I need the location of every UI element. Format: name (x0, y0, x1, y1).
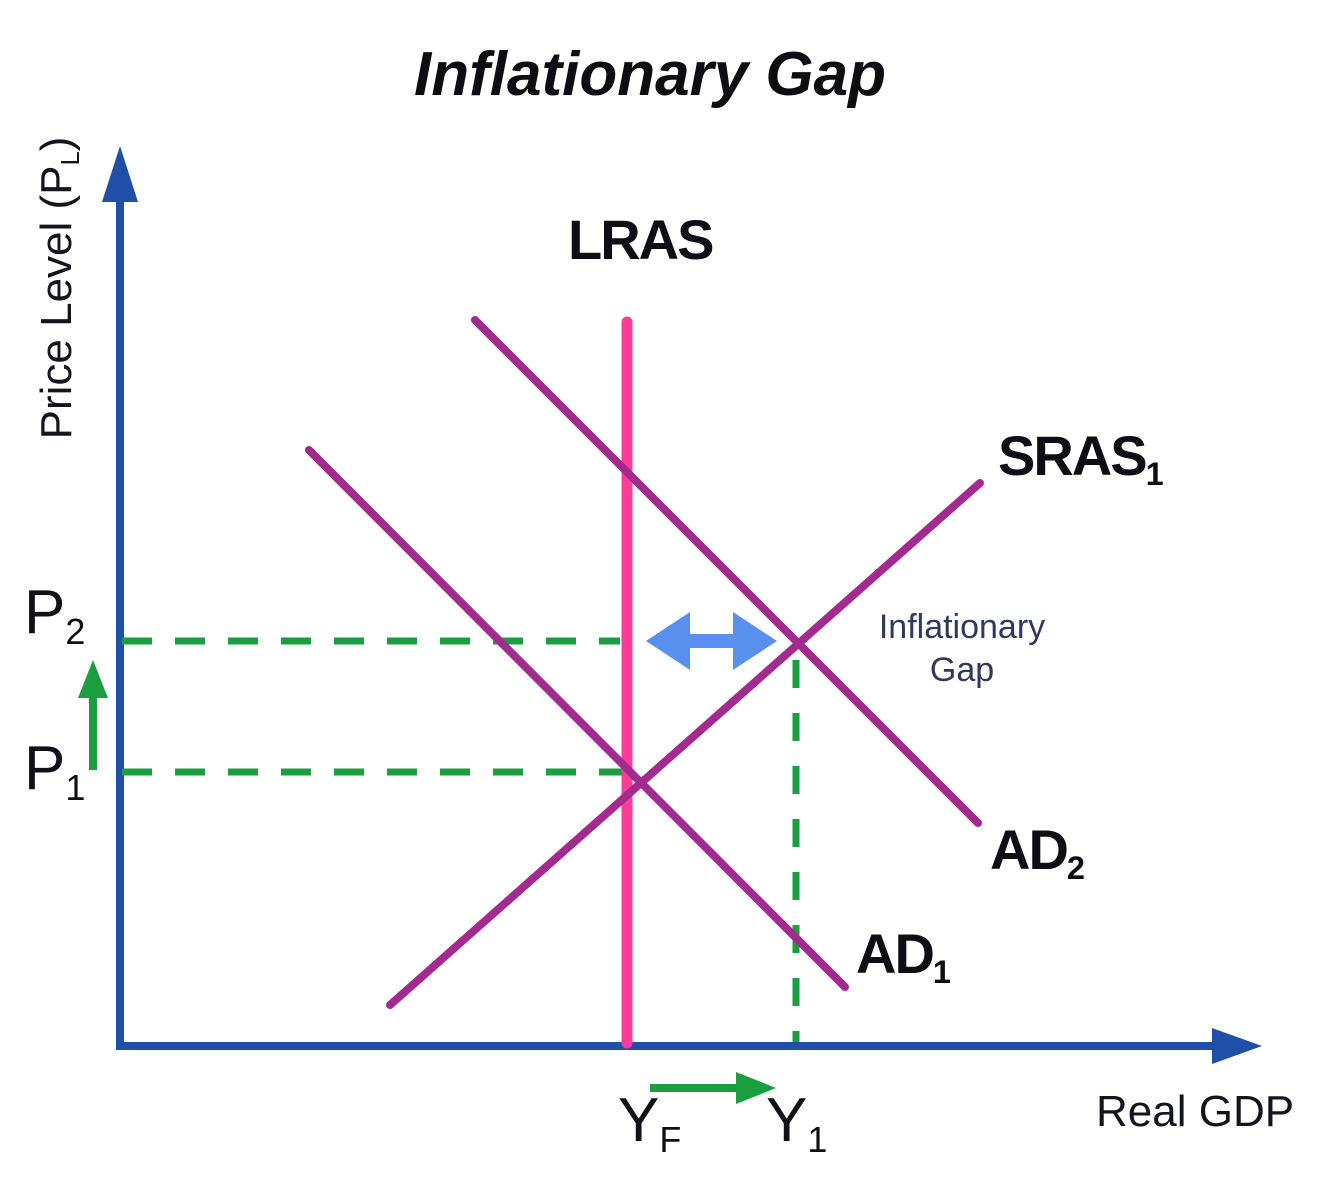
y-axis-label: Price Level (PL) (32, 136, 85, 440)
yf-label-text: Y (618, 1086, 660, 1155)
lras-label-text: LRAS (568, 208, 714, 271)
ad2-label-subscript: 2 (1066, 849, 1085, 886)
p2-label: P2 (24, 582, 85, 650)
p1-label-text: P (24, 734, 66, 803)
ad2-label: AD2 (990, 822, 1085, 884)
price-shift-arrowhead (78, 660, 108, 698)
yf-label-subscript: F (659, 1118, 682, 1160)
p2-label-text: P (24, 578, 66, 647)
sras1-line (386, 479, 984, 1009)
gap-arrow-right-head (733, 612, 777, 670)
gap-annotation-line1: Inflationary (878, 608, 1046, 646)
yf-label: YF (618, 1090, 681, 1158)
p1-label: P1 (24, 738, 85, 806)
gap-annotation-line2: Gap (929, 650, 995, 689)
ad1-label-text: AD (856, 922, 935, 985)
sras1-label-text: SRAS (998, 424, 1148, 487)
output-shift-arrowhead (736, 1072, 776, 1104)
p2-label-subscript: 2 (65, 610, 86, 652)
y1-label: Y1 (766, 1090, 827, 1158)
x-axis-label: Real GDP (1096, 1087, 1295, 1136)
ad2-line (471, 316, 982, 827)
inflationary-gap-annotation: Inflationary Gap (879, 606, 1045, 691)
ad2-label-text: AD (990, 818, 1069, 881)
y-axis-label-close: ) (32, 136, 81, 152)
ad1-label: AD1 (856, 926, 951, 988)
y1-label-text: Y (766, 1086, 808, 1155)
gap-arrow-left-head (646, 612, 690, 670)
y-axis-arrowhead (102, 146, 138, 202)
sras1-label-subscript: 1 (1145, 455, 1164, 492)
y1-label-subscript: 1 (807, 1118, 828, 1160)
p1-label-subscript: 1 (65, 766, 86, 808)
lras-label: LRAS (568, 212, 714, 268)
y-axis-label-text: Price Level (P (32, 165, 81, 440)
ad1-label-subscript: 1 (932, 953, 951, 990)
y-axis-label-subscript: L (56, 151, 85, 166)
x-axis-arrowhead (1212, 1028, 1262, 1064)
ad1-line (305, 446, 849, 991)
figure-title: Inflationary Gap (414, 40, 886, 109)
sras1-label: SRAS1 (998, 428, 1164, 490)
